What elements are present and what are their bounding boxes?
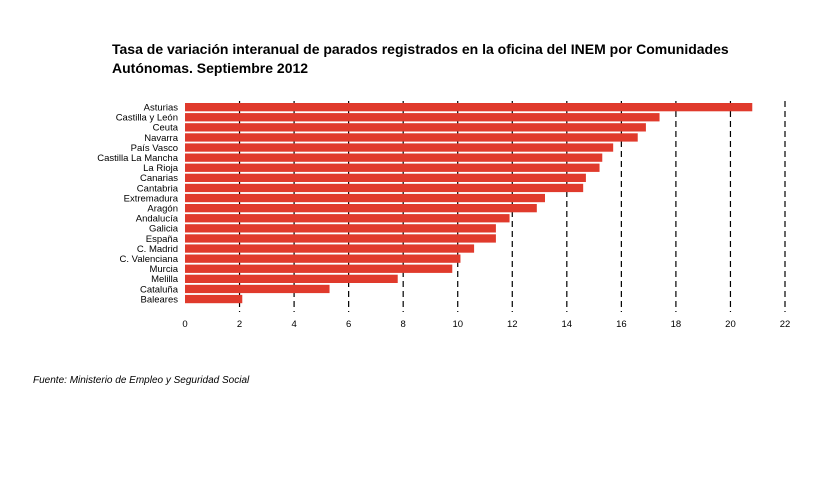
category-label: C. Madrid xyxy=(137,244,178,255)
category-label: País Vasco xyxy=(131,143,178,154)
x-tick-labels: 0 2 4 6 8 10 12 14 16 18 20 22 xyxy=(182,319,790,330)
category-label: Baleares xyxy=(141,294,179,305)
bar xyxy=(185,234,496,243)
x-tick-label: 0 xyxy=(182,319,187,330)
category-label: La Rioja xyxy=(143,163,179,174)
category-label: Andalucía xyxy=(136,214,179,225)
category-label: Ceuta xyxy=(153,123,179,134)
x-tick-label: 18 xyxy=(671,319,682,330)
bar xyxy=(185,113,660,122)
bar xyxy=(185,153,603,162)
category-label: Extremadura xyxy=(124,193,179,204)
bar xyxy=(185,224,496,233)
category-label: Galicia xyxy=(149,224,179,235)
bar xyxy=(185,264,453,273)
bar xyxy=(185,274,398,283)
category-label: Navarra xyxy=(144,133,179,144)
category-label: Castilla y León xyxy=(116,113,178,124)
x-tick-label: 8 xyxy=(401,319,406,330)
x-tick-label: 20 xyxy=(725,319,736,330)
x-tick-label: 4 xyxy=(291,319,296,330)
category-label: Murcia xyxy=(149,264,178,275)
bar xyxy=(185,103,753,112)
category-label: Castilla La Mancha xyxy=(97,153,179,164)
category-label: Canarias xyxy=(140,173,178,184)
category-label: Cataluña xyxy=(140,284,179,295)
category-label: Cantabria xyxy=(137,183,179,194)
x-tick-label: 22 xyxy=(780,319,791,330)
chart-title-line-2: Autónomas. Septiembre 2012 xyxy=(112,60,309,76)
x-tick-label: 16 xyxy=(616,319,627,330)
chart-title-line-1: Tasa de variación interanual de parados … xyxy=(112,41,729,57)
chart-title: Tasa de variación interanual de parados … xyxy=(112,40,772,78)
bar xyxy=(185,163,600,172)
bar xyxy=(185,214,510,223)
source-note: Fuente: Ministerio de Empleo y Seguridad… xyxy=(33,375,250,386)
category-label: Asturias xyxy=(144,102,179,113)
bar xyxy=(185,123,646,132)
bar xyxy=(185,284,330,294)
bars xyxy=(185,103,753,304)
category-label: C. Valenciana xyxy=(120,254,179,265)
category-label: Melilla xyxy=(151,274,179,285)
x-tick-label: 2 xyxy=(237,319,242,330)
x-tick-label: 14 xyxy=(562,319,573,330)
bar xyxy=(185,143,614,152)
category-label: Aragón xyxy=(147,203,178,214)
bar xyxy=(185,294,243,304)
bar xyxy=(185,204,537,213)
bar xyxy=(185,183,584,193)
bar xyxy=(185,254,461,263)
bar xyxy=(185,173,586,182)
x-tick-label: 6 xyxy=(346,319,351,330)
x-tick-label: 12 xyxy=(507,319,518,330)
bar xyxy=(185,193,545,203)
bar xyxy=(185,244,475,253)
bar xyxy=(185,133,638,142)
category-label: España xyxy=(146,234,179,245)
x-tick-label: 10 xyxy=(452,319,463,330)
